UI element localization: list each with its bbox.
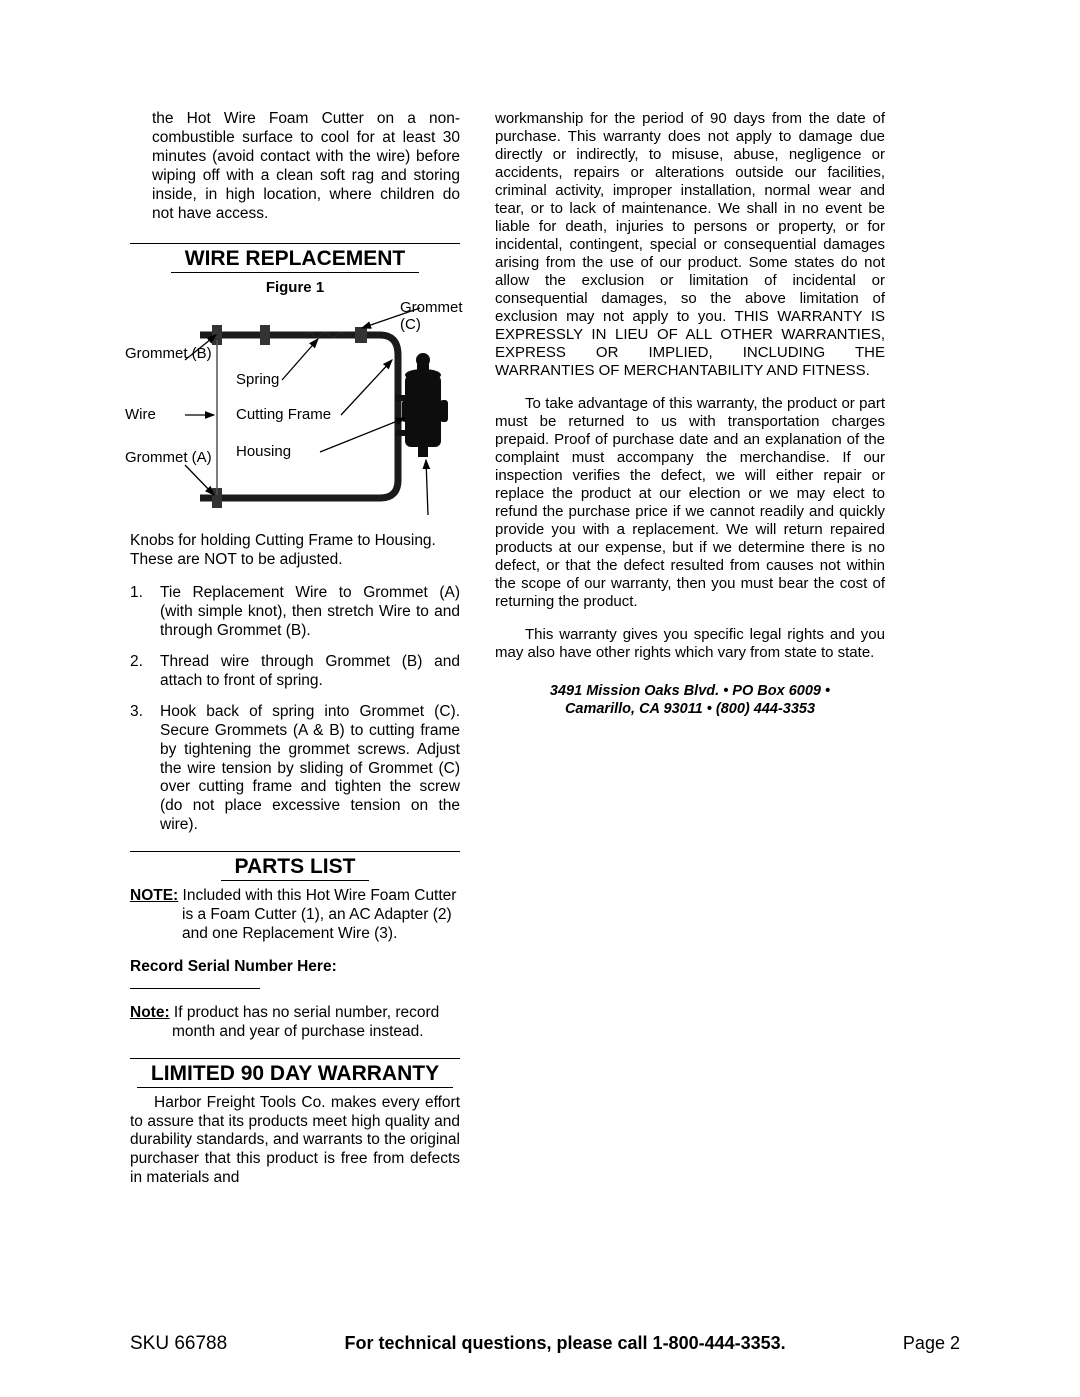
wire-replacement-heading: WIRE REPLACEMENT bbox=[171, 244, 420, 273]
warranty-p2: To take advantage of this warranty, the … bbox=[495, 395, 885, 611]
note-label: Note: bbox=[130, 1004, 170, 1021]
intro-paragraph: the Hot Wire Foam Cutter on a non-combus… bbox=[130, 110, 460, 223]
label-cutting-frame: Cutting Frame bbox=[236, 407, 331, 424]
wire-steps: Tie Replacement Wire to Grommet (A) (wit… bbox=[130, 584, 460, 835]
label-grommet-b: Grommet (B) bbox=[125, 346, 212, 363]
knob-caption: Knobs for holding Cutting Frame to Housi… bbox=[130, 532, 460, 570]
label-grommet-a: Grommet (A) bbox=[125, 450, 212, 467]
label-housing: Housing bbox=[236, 444, 291, 461]
footer-phone: For technical questions, please call 1-8… bbox=[344, 1333, 785, 1354]
label-wire: Wire bbox=[125, 407, 156, 424]
warranty-intro: Harbor Freight Tools Co. makes every eff… bbox=[130, 1094, 460, 1189]
figure-caption: Figure 1 bbox=[130, 279, 460, 296]
step-item: Hook back of spring into Grommet (C). Se… bbox=[130, 703, 460, 835]
note-text: Included with this Hot Wire Foam Cutter … bbox=[178, 887, 456, 942]
address-line: Camarillo, CA 93011 • (800) 444-3353 bbox=[495, 700, 885, 718]
warranty-p1: workmanship for the period of 90 days fr… bbox=[495, 110, 885, 380]
serial-note: Note: If product has no serial number, r… bbox=[130, 1004, 460, 1042]
step-item: Tie Replacement Wire to Grommet (A) (wit… bbox=[130, 584, 460, 641]
company-address: 3491 Mission Oaks Blvd. • PO Box 6009 • … bbox=[495, 682, 885, 718]
figure-diagram: Grommet (C) Grommet (B) Wire Grommet (A)… bbox=[130, 300, 460, 520]
label-grommet-c: Grommet (C) bbox=[400, 300, 463, 333]
serial-label: Record Serial Number Here: bbox=[130, 958, 337, 975]
serial-line: Record Serial Number Here: bbox=[130, 958, 460, 994]
warranty-heading: LIMITED 90 DAY WARRANTY bbox=[137, 1059, 453, 1088]
sku-label: SKU 66788 bbox=[130, 1333, 227, 1355]
parts-list-heading: PARTS LIST bbox=[221, 852, 370, 881]
parts-note: NOTE: Included with this Hot Wire Foam C… bbox=[130, 887, 460, 944]
warranty-p3: This warranty gives you specific legal r… bbox=[495, 626, 885, 662]
page-number: Page 2 bbox=[903, 1333, 960, 1354]
address-line: 3491 Mission Oaks Blvd. • PO Box 6009 • bbox=[495, 682, 885, 700]
note-label: NOTE: bbox=[130, 887, 178, 904]
serial-blank bbox=[130, 988, 260, 989]
label-spring: Spring bbox=[236, 372, 279, 389]
step-item: Thread wire through Grommet (B) and atta… bbox=[130, 653, 460, 691]
note-text: If product has no serial number, record … bbox=[170, 1004, 440, 1040]
page-footer: SKU 66788 For technical questions, pleas… bbox=[130, 1333, 960, 1355]
